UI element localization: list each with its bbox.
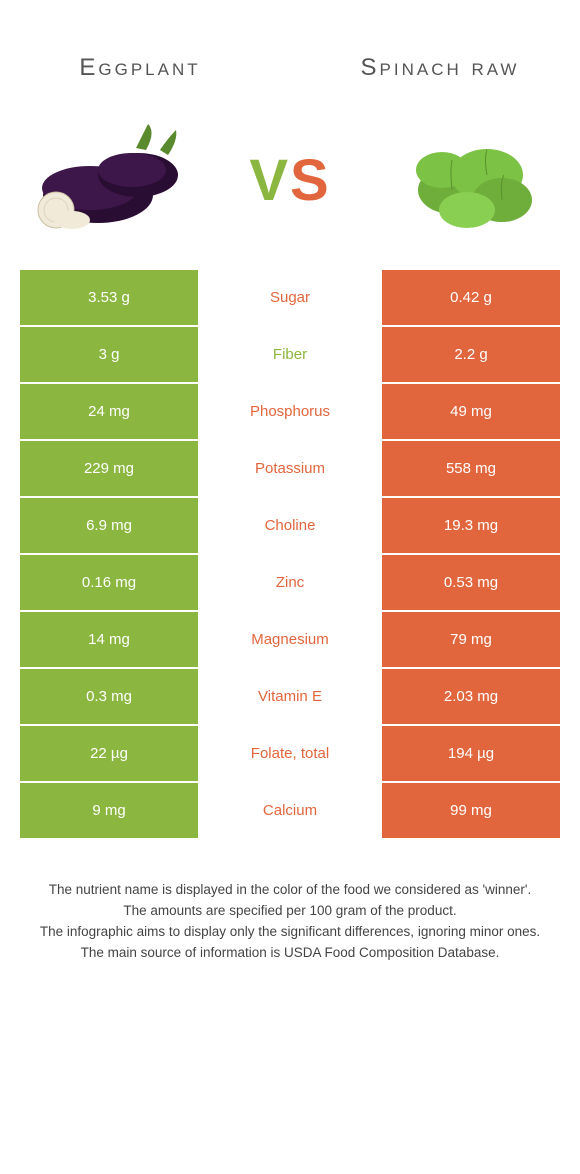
- table-row: 0.16 mgZinc0.53 mg: [20, 555, 560, 612]
- nutrient-name: Phosphorus: [200, 384, 380, 441]
- eggplant-image: [28, 120, 188, 240]
- nutrient-name: Magnesium: [200, 612, 380, 669]
- left-value: 24 mg: [20, 384, 200, 441]
- table-row: 9 mgCalcium99 mg: [20, 783, 560, 840]
- nutrient-name: Zinc: [200, 555, 380, 612]
- left-value: 229 mg: [20, 441, 200, 498]
- nutrient-name: Folate, total: [200, 726, 380, 783]
- nutrient-name: Potassium: [200, 441, 380, 498]
- right-value: 19.3 mg: [380, 498, 560, 555]
- table-row: 6.9 mgCholine19.3 mg: [20, 498, 560, 555]
- right-value: 79 mg: [380, 612, 560, 669]
- left-value: 0.3 mg: [20, 669, 200, 726]
- left-food-title: Eggplant: [40, 54, 240, 82]
- nutrient-name: Choline: [200, 498, 380, 555]
- left-value: 3 g: [20, 327, 200, 384]
- header: Eggplant Spinach raw: [0, 0, 580, 110]
- footer-line: The infographic aims to display only the…: [30, 922, 550, 943]
- right-value: 2.03 mg: [380, 669, 560, 726]
- table-row: 3.53 gSugar0.42 g: [20, 270, 560, 327]
- table-row: 24 mgPhosphorus49 mg: [20, 384, 560, 441]
- right-value: 2.2 g: [380, 327, 560, 384]
- right-value: 0.42 g: [380, 270, 560, 327]
- right-value: 558 mg: [380, 441, 560, 498]
- nutrient-name: Calcium: [200, 783, 380, 840]
- nutrient-name: Vitamin E: [200, 669, 380, 726]
- left-value: 6.9 mg: [20, 498, 200, 555]
- nutrient-name: Fiber: [200, 327, 380, 384]
- table-row: 229 mgPotassium558 mg: [20, 441, 560, 498]
- nutrient-table: 3.53 gSugar0.42 g3 gFiber2.2 g24 mgPhosp…: [20, 270, 560, 840]
- right-value: 99 mg: [380, 783, 560, 840]
- vs-label: VS: [249, 147, 330, 214]
- footer-notes: The nutrient name is displayed in the co…: [0, 840, 580, 964]
- left-value: 0.16 mg: [20, 555, 200, 612]
- table-row: 0.3 mgVitamin E2.03 mg: [20, 669, 560, 726]
- footer-line: The nutrient name is displayed in the co…: [30, 880, 550, 901]
- left-value: 14 mg: [20, 612, 200, 669]
- left-value: 9 mg: [20, 783, 200, 840]
- table-row: 3 gFiber2.2 g: [20, 327, 560, 384]
- table-row: 14 mgMagnesium79 mg: [20, 612, 560, 669]
- right-value: 49 mg: [380, 384, 560, 441]
- vs-s: S: [290, 148, 331, 213]
- right-value: 194 µg: [380, 726, 560, 783]
- nutrient-name: Sugar: [200, 270, 380, 327]
- left-value: 22 µg: [20, 726, 200, 783]
- footer-line: The main source of information is USDA F…: [30, 943, 550, 964]
- table-row: 22 µgFolate, total194 µg: [20, 726, 560, 783]
- vs-block: VS: [0, 110, 580, 270]
- left-value: 3.53 g: [20, 270, 200, 327]
- spinach-image: [392, 120, 552, 240]
- footer-line: The amounts are specified per 100 gram o…: [30, 901, 550, 922]
- right-food-title: Spinach raw: [340, 54, 540, 82]
- right-value: 0.53 mg: [380, 555, 560, 612]
- vs-v: V: [249, 148, 290, 213]
